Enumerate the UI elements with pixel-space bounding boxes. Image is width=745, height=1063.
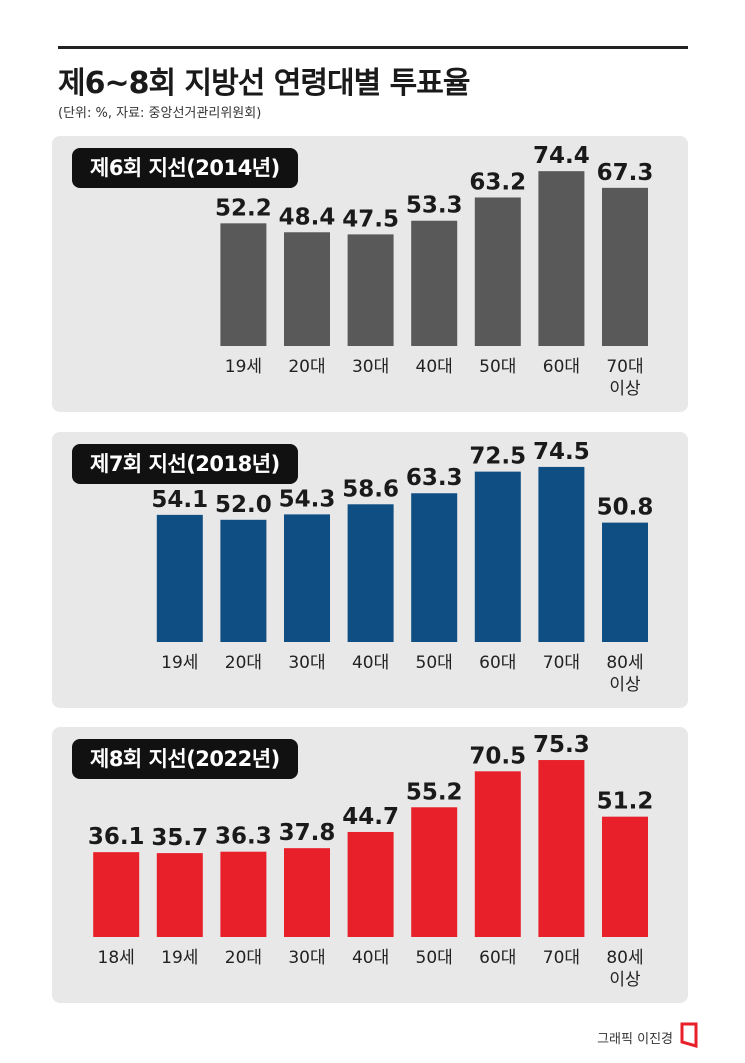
category-label: 18세 <box>98 948 135 968</box>
top-rule <box>58 46 688 49</box>
bar-2-8 <box>602 816 648 937</box>
bar-value-label: 75.3 <box>533 732 590 758</box>
chart-title-badge: 제6회 지선(2014년) <box>72 148 298 188</box>
bar-2-4 <box>347 831 394 937</box>
category-label: 70대 <box>543 653 580 673</box>
category-label: 30대 <box>352 357 389 377</box>
category-label: 80세 이상 <box>606 948 643 990</box>
bar-1-6 <box>538 466 585 642</box>
chart-title-badge: 제8회 지선(2022년) <box>72 739 298 779</box>
category-label: 30대 <box>288 653 325 673</box>
category-label: 19세 <box>161 948 198 968</box>
publisher-logo-icon <box>680 1022 698 1048</box>
category-label: 20대 <box>225 653 262 673</box>
category-label: 30대 <box>288 948 325 968</box>
bar-1-1 <box>220 519 267 642</box>
bar-2-3 <box>284 848 330 937</box>
bar-1-2 <box>284 514 330 642</box>
bar-value-label: 55.2 <box>406 779 463 805</box>
bar-value-label: 48.4 <box>279 204 336 230</box>
category-label: 70대 이상 <box>606 357 643 399</box>
chart-title-badge: 제7회 지선(2018년) <box>72 444 298 484</box>
bar-value-label: 54.1 <box>151 487 208 513</box>
bar-0-6 <box>602 187 648 346</box>
page-title: 제6~8회 지방선 연령대별 투표율 <box>58 66 470 101</box>
bar-value-label: 53.3 <box>406 193 463 219</box>
bar-value-label: 50.8 <box>597 495 654 521</box>
bar-value-label: 36.1 <box>88 824 145 850</box>
page-subtitle: (단위: %, 자료: 중앙선거관리위원회) <box>58 106 262 121</box>
category-label: 60대 <box>479 653 516 673</box>
bar-2-1 <box>156 853 203 937</box>
category-label: 40대 <box>352 948 389 968</box>
bar-value-label: 72.5 <box>469 444 526 470</box>
bar-value-label: 36.3 <box>215 824 272 850</box>
bar-chart-2018: 54.1 19세 52.0 20대 54.3 30대 58.6 40대 63.3 50대 72.5 6… <box>151 439 654 695</box>
category-label: 20대 <box>225 948 262 968</box>
bar-1-5 <box>474 471 521 642</box>
category-label: 60대 <box>479 948 516 968</box>
category-label: 40대 <box>416 357 453 377</box>
bar-value-label: 35.7 <box>151 825 208 851</box>
chart-panel-2022: 제8회 지선(2022년) 36.1 18세 35.7 19세 36.3 20대 37.8 3… <box>52 727 688 1003</box>
bar-value-label: 63.3 <box>406 465 463 491</box>
category-label: 70대 <box>543 948 580 968</box>
bar-1-4 <box>411 493 458 642</box>
chart-panel-2018: 제7회 지선(2018년) 54.1 19세 52.0 20대 54.3 30대 58.6 4… <box>52 432 688 708</box>
bar-0-2 <box>347 234 394 346</box>
category-label: 80세 이상 <box>606 653 643 695</box>
bar-value-label: 74.4 <box>533 143 590 169</box>
bar-value-label: 58.6 <box>342 476 399 502</box>
bar-2-6 <box>474 771 521 937</box>
category-label: 19세 <box>225 357 262 377</box>
bar-value-label: 74.5 <box>533 439 590 465</box>
bar-2-0 <box>93 852 140 937</box>
bar-chart-2014: 52.2 19세 48.4 20대 47.5 30대 53.3 40대 63.2 50대 74.4 6… <box>215 143 654 399</box>
bar-value-label: 54.3 <box>279 486 336 512</box>
bar-0-0 <box>220 223 267 346</box>
bar-2-2 <box>220 851 267 937</box>
bar-0-4 <box>474 197 521 346</box>
category-label: 60대 <box>543 357 580 377</box>
category-label: 50대 <box>416 948 453 968</box>
bar-2-7 <box>538 760 585 937</box>
bar-1-3 <box>347 504 394 642</box>
bar-value-label: 44.7 <box>342 804 399 830</box>
bar-value-label: 67.3 <box>597 160 654 186</box>
bar-1-7 <box>602 522 648 642</box>
category-label: 40대 <box>352 653 389 673</box>
chart-panel-2014: 제6회 지선(2014년) 52.2 19세 48.4 20대 47.5 30대 53.3 4… <box>52 136 688 412</box>
bar-0-5 <box>538 171 585 346</box>
graphic-credit: 그래픽 이진경 <box>597 1032 673 1047</box>
category-label: 50대 <box>416 653 453 673</box>
bar-value-label: 52.2 <box>215 195 272 221</box>
category-label: 19세 <box>161 653 198 673</box>
bar-0-3 <box>411 220 458 346</box>
bar-0-1 <box>284 232 330 346</box>
category-label: 50대 <box>479 357 516 377</box>
category-label: 20대 <box>288 357 325 377</box>
bar-1-0 <box>156 514 203 642</box>
bar-value-label: 52.0 <box>215 492 272 518</box>
bar-value-label: 47.5 <box>342 206 399 232</box>
bar-value-label: 63.2 <box>469 169 526 195</box>
bar-chart-2022: 36.1 18세 35.7 19세 36.3 20대 37.8 30대 44.7 40대 55.2 5… <box>88 732 654 990</box>
bar-value-label: 70.5 <box>469 743 526 769</box>
bar-2-5 <box>411 807 458 937</box>
bar-value-label: 37.8 <box>279 820 336 846</box>
bar-value-label: 51.2 <box>597 789 654 815</box>
